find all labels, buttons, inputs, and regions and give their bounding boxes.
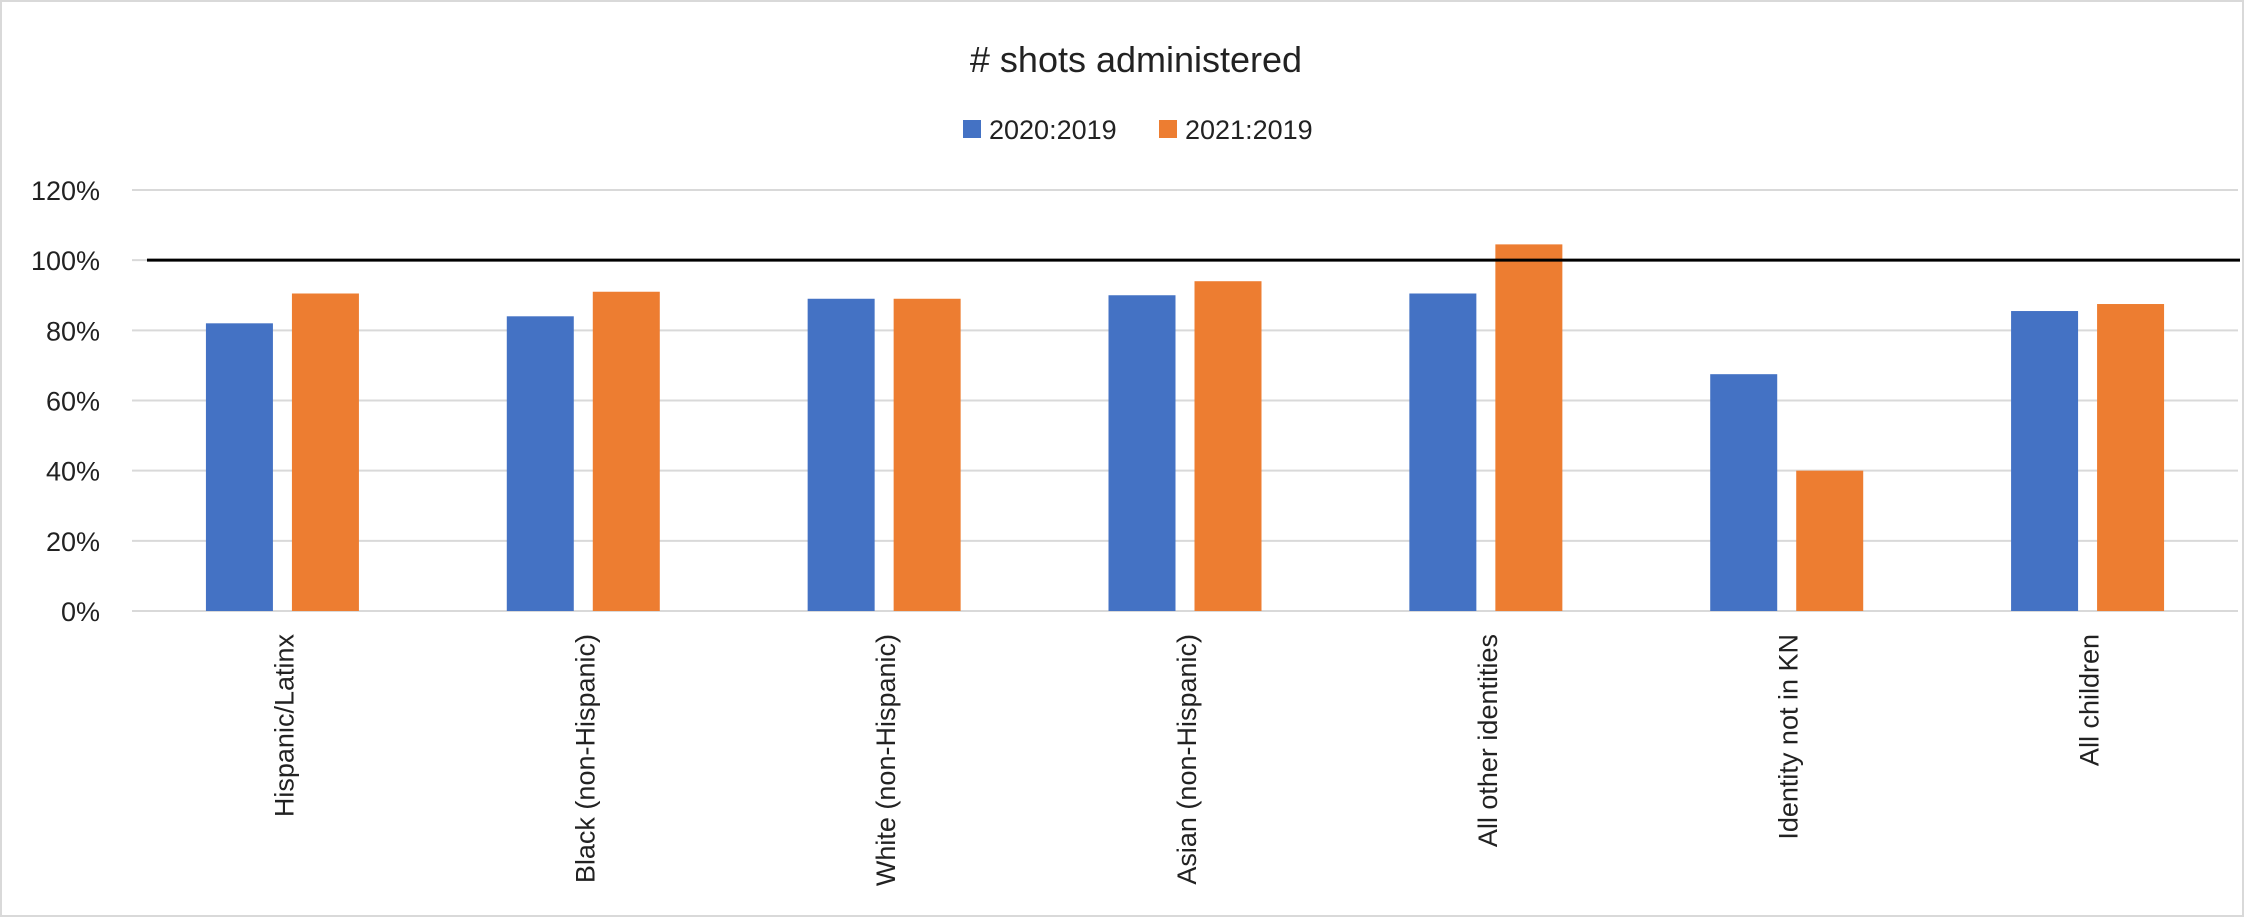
x-tick-label: White (non-Hispanic) (871, 634, 901, 886)
bar-series-2 (1194, 281, 1262, 611)
y-tick-label: 60% (46, 387, 100, 417)
bars (205, 244, 2165, 612)
bar-series-2 (592, 291, 660, 611)
bar-series-1 (2011, 311, 2079, 611)
bar-series-2 (291, 293, 359, 611)
y-tick-label: 120% (31, 176, 100, 206)
gridlines (132, 189, 2238, 612)
y-tick-label: 40% (46, 457, 100, 487)
bar-series-1 (1710, 374, 1778, 611)
y-tick-label: 20% (46, 527, 100, 557)
x-tick-label: Black (non-Hispanic) (570, 634, 600, 883)
bar-series-2 (893, 298, 961, 611)
y-tick-label: 80% (46, 316, 100, 346)
bar-series-1 (1409, 293, 1477, 611)
bar-series-1 (807, 298, 875, 611)
x-axis-labels: Hispanic/Latinx Black (non-Hispanic) White… (269, 634, 2104, 887)
bar-series-2 (1796, 470, 1864, 611)
chart-title: # shots administered (970, 39, 1302, 80)
bar-series-1 (506, 316, 574, 611)
x-tick-label: Asian (non-Hispanic) (1172, 634, 1202, 885)
y-axis-ticks: 0% 20% 40% 60% 80% 100% 120% (31, 176, 100, 627)
legend-label: 2020:2019 (989, 115, 1117, 145)
x-tick-label: Hispanic/Latinx (269, 634, 299, 818)
x-tick-label: All children (2075, 634, 2105, 766)
bar-series-1 (1108, 295, 1176, 611)
legend-swatch (1159, 120, 1177, 138)
bar-series-2 (1495, 244, 1563, 612)
legend-swatch (963, 120, 981, 138)
legend-label: 2021:2019 (1185, 115, 1313, 145)
x-tick-label: Identity not in KN (1774, 634, 1804, 840)
legend: 2020:2019 2021:2019 (963, 115, 1313, 145)
bar-series-1 (205, 323, 273, 611)
bar-series-2 (2097, 304, 2165, 611)
y-tick-label: 100% (31, 246, 100, 276)
x-tick-label: All other identities (1473, 634, 1503, 847)
y-tick-label: 0% (61, 597, 100, 627)
